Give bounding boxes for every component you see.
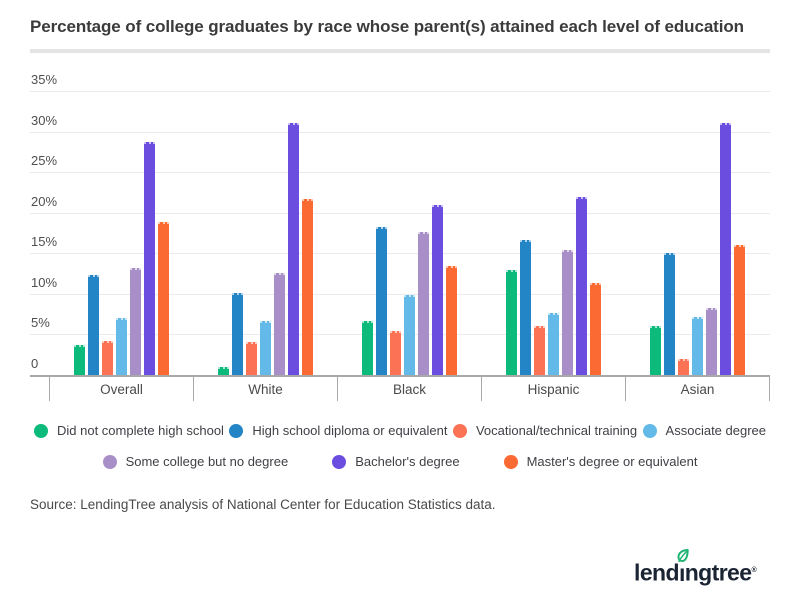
bar-hispanic-did-not-complete-high-school — [506, 269, 518, 375]
bar-black-did-not-complete-high-school — [362, 320, 373, 375]
y-axis-label-30pct: 30% — [31, 112, 58, 128]
legend-label: Bachelor's degree — [355, 454, 460, 469]
y-axis-label-10pct: 10% — [31, 274, 58, 290]
y-axis-label-0: 0 — [31, 356, 39, 371]
bar-overall-vocational-technical-training — [101, 340, 113, 375]
legend-item-bachelor-s-degree: Bachelor's degree — [332, 454, 460, 469]
x-axis: Overall White Black Hispanic Asian — [30, 377, 770, 401]
legend-dot-icon — [102, 454, 117, 469]
gridline-35 — [30, 91, 770, 92]
legend-dot-icon — [34, 423, 48, 438]
bar-overall-bachelor-s-degree — [143, 142, 155, 375]
bar-white-did-not-complete-high-school — [217, 366, 229, 375]
x-axis-label-white: White — [193, 377, 337, 401]
leaf-icon — [677, 549, 689, 562]
bar-overall-master-s-degree-or-equivalent — [157, 222, 169, 375]
logo-trademark: ® — [751, 567, 756, 575]
legend-label: Did not complete high school — [57, 423, 224, 438]
bar-hispanic-master-s-degree-or-equivalent — [590, 282, 602, 375]
x-axis-label-hispanic: Hispanic — [481, 377, 625, 401]
bar-white-bachelor-s-degree — [287, 123, 299, 375]
bar-white-vocational-technical-training — [245, 341, 257, 375]
gridline-10 — [30, 293, 770, 295]
logo-text-left: lend — [634, 560, 679, 586]
bar-hispanic-vocational-technical-training — [534, 325, 546, 375]
legend: Did not complete high school High school … — [34, 423, 766, 469]
bar-group-asian — [626, 60, 770, 375]
legend-item-some-college-but-no-degree: Some college but no degree — [102, 454, 289, 469]
bar-black-master-s-degree-or-equivalent — [446, 266, 457, 375]
legend-item-high-school-diploma-or-equivalent: High school diploma or equivalent — [229, 423, 448, 438]
legend-dot-icon — [452, 423, 467, 438]
bar-white-master-s-degree-or-equivalent — [301, 198, 313, 375]
logo-letter-i: ı — [677, 549, 689, 586]
bar-hispanic-bachelor-s-degree — [576, 196, 588, 375]
bar-asian-bachelor-s-degree — [720, 123, 732, 375]
chart-title: Percentage of college graduates by race … — [30, 17, 744, 36]
bar-black-high-school-diploma-or-equivalent — [376, 227, 387, 375]
bar-hispanic-high-school-diploma-or-equivalent — [520, 240, 532, 375]
legend-dot-icon — [503, 454, 518, 469]
bar-overall-did-not-complete-high-school — [73, 344, 85, 375]
legend-item-vocational-technical-training: Vocational/technical training — [452, 423, 638, 438]
bar-overall-associate-degree — [115, 318, 127, 375]
gridline-30 — [30, 131, 770, 133]
y-axis-label-25pct: 25% — [31, 153, 58, 169]
bar-white-some-college-but-no-degree — [273, 272, 285, 375]
bar-asian-did-not-complete-high-school — [650, 326, 662, 375]
legend-row-2: Some college but no degree Bachelor's deg… — [34, 454, 766, 469]
y-axis-label-15pct: 15% — [31, 234, 58, 250]
y-axis-label-35pct: 35% — [31, 72, 58, 87]
bar-hispanic-some-college-but-no-degree — [562, 250, 574, 375]
bar-asian-some-college-but-no-degree — [706, 307, 718, 375]
title-divider — [30, 49, 770, 53]
legend-dot-icon — [332, 454, 347, 469]
source-text: Source: LendingTree analysis of National… — [30, 497, 496, 512]
bar-groups — [49, 60, 770, 375]
header: Percentage of college graduates by race … — [0, 0, 800, 40]
legend-item-associate-degree: Associate degree — [642, 423, 766, 438]
bar-black-bachelor-s-degree — [432, 204, 443, 375]
bar-group-black — [337, 60, 481, 375]
bar-asian-master-s-degree-or-equivalent — [734, 245, 746, 375]
bar-overall-high-school-diploma-or-equivalent — [87, 275, 99, 375]
logo-i-glyph: ı — [678, 560, 685, 586]
bar-asian-vocational-technical-training — [678, 358, 690, 375]
legend-item-did-not-complete-high-school: Did not complete high school — [34, 423, 224, 438]
bar-white-high-school-diploma-or-equivalent — [231, 293, 243, 375]
gridline-15 — [30, 253, 770, 255]
bar-asian-associate-degree — [692, 317, 704, 375]
legend-dot-icon — [642, 423, 657, 438]
bar-hispanic-associate-degree — [548, 313, 560, 375]
legend-label: Associate degree — [665, 423, 766, 438]
x-axis-label-asian: Asian — [625, 377, 770, 401]
bar-overall-some-college-but-no-degree — [129, 267, 141, 375]
logo-text: lend ıngtree® — [634, 549, 757, 586]
bar-group-white — [193, 60, 337, 375]
bar-group-hispanic — [482, 60, 626, 375]
legend-item-master-s-degree-or-equivalent: Master's degree or equivalent — [503, 454, 698, 469]
legend-dot-icon — [229, 423, 244, 438]
legend-row-1: Did not complete high school High school … — [34, 423, 766, 438]
x-axis-label-overall: Overall — [49, 377, 193, 401]
bar-black-associate-degree — [404, 295, 415, 375]
bar-black-some-college-but-no-degree — [418, 232, 429, 375]
legend-label: Vocational/technical training — [475, 423, 638, 438]
y-axis-label-5pct: 5% — [31, 315, 50, 331]
legend-label: Some college but no degree — [125, 454, 289, 469]
legend-label: High school diploma or equivalent — [252, 423, 448, 438]
y-axis-label-20pct: 20% — [31, 193, 58, 209]
gridline-20 — [30, 212, 770, 214]
bar-white-associate-degree — [259, 321, 271, 375]
legend-label: Master's degree or equivalent — [526, 454, 698, 469]
plot-area: 0 5% 10% 15% 20% 25% 30% 35% — [30, 60, 770, 377]
bar-group-overall — [49, 60, 193, 375]
lendingtree-logo: lend ıngtree® — [634, 546, 757, 586]
gridline-25 — [30, 172, 770, 174]
bar-asian-high-school-diploma-or-equivalent — [664, 253, 676, 375]
logo-text-right: ngtree — [684, 560, 752, 586]
x-axis-label-black: Black — [337, 377, 481, 401]
bar-black-vocational-technical-training — [390, 331, 401, 375]
